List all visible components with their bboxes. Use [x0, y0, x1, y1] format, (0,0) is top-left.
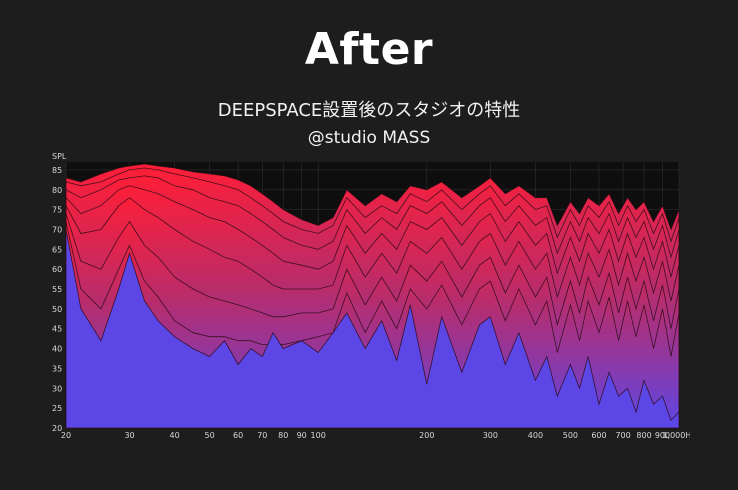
x-tick-label: 60 [233, 431, 243, 440]
x-tick-label: 30 [124, 431, 134, 440]
x-tick-label: 20 [61, 431, 71, 440]
y-tick-labels: 20 25 30 35 40 45 50 55 60 65 70 75 80 85 [52, 166, 62, 433]
y-tick-label: 40 [52, 345, 62, 354]
y-tick-label: 60 [52, 265, 62, 274]
y-tick-label: 75 [52, 206, 62, 215]
series-area-8 [65, 229, 680, 429]
x-tick-label: 1,000Hz [662, 431, 690, 440]
x-tick-label: 800 [636, 431, 651, 440]
y-tick-label: 65 [52, 245, 62, 254]
x-tick-label: 300 [483, 431, 498, 440]
page-title: After [304, 24, 434, 75]
y-axis-label: SPL [52, 152, 67, 161]
series-layers [65, 163, 680, 429]
spl-waterfall-chart: SPL 20 25 30 35 40 45 50 55 60 65 70 75 80 85 20 30 40 5… [52, 152, 690, 440]
x-tick-label: 200 [419, 431, 434, 440]
x-tick-labels: 20 30 40 50 60 70 80 90 100 200 300 400 500 600 700 800… [61, 431, 690, 440]
y-tick-label: 55 [52, 285, 62, 294]
x-tick-label: 40 [170, 431, 180, 440]
x-tick-label: 600 [591, 431, 606, 440]
y-tick-label: 35 [52, 364, 62, 373]
x-tick-label: 700 [615, 431, 630, 440]
studio-credit: @studio MASS [307, 128, 431, 148]
y-tick-label: 50 [52, 305, 62, 314]
x-tick-label: 70 [257, 431, 267, 440]
x-tick-label: 500 [563, 431, 578, 440]
y-tick-label: 70 [52, 225, 62, 234]
y-tick-label: 45 [52, 325, 62, 334]
x-tick-label: 900 [655, 431, 670, 440]
y-tick-label: 85 [52, 166, 62, 175]
y-tick-label: 30 [52, 384, 62, 393]
y-tick-label: 20 [52, 424, 62, 433]
y-tick-label: 80 [52, 186, 62, 195]
y-tick-label: 25 [52, 404, 62, 413]
x-tick-label: 50 [204, 431, 214, 440]
x-tick-label: 100 [311, 431, 326, 440]
x-tick-label: 400 [528, 431, 543, 440]
page-subtitle: DEEPSPACE設置後のスタジオの特性 [217, 100, 521, 121]
x-tick-label: 80 [278, 431, 288, 440]
x-tick-label: 90 [297, 431, 307, 440]
